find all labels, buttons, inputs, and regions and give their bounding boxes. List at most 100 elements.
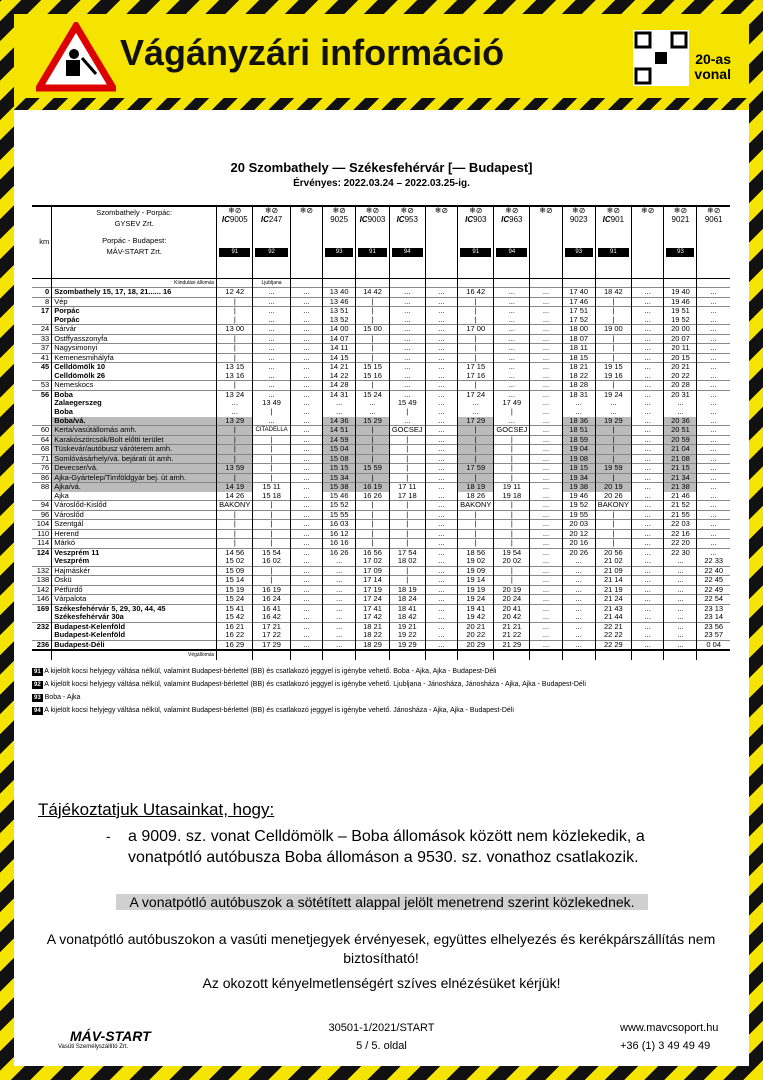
time: ...	[630, 491, 664, 501]
time: |	[355, 435, 390, 445]
time: ...	[252, 297, 291, 307]
station: Boba	[51, 407, 217, 417]
origin	[561, 278, 596, 288]
time: |	[355, 501, 390, 511]
time: ...	[424, 287, 458, 297]
km: 17	[40, 306, 50, 315]
time: 19 52	[561, 501, 596, 511]
time: ...	[630, 398, 664, 408]
time: 21 44	[594, 613, 632, 623]
time: 21 09	[594, 566, 632, 576]
stripe	[14, 98, 749, 110]
time: ...	[529, 566, 563, 576]
time: 20 42	[493, 613, 530, 623]
time: 14 22	[322, 371, 356, 381]
station: Porpác	[51, 306, 217, 316]
train-symbol: ❄⊘	[707, 206, 721, 215]
blank	[493, 650, 530, 660]
train-num: 953	[404, 214, 418, 224]
time: 14 51	[322, 426, 356, 436]
train-symbol: ❄⊘	[365, 206, 380, 215]
time: 14 19	[216, 483, 253, 492]
time: BAKONY	[594, 501, 632, 511]
time: ...	[696, 548, 730, 558]
time: 21 52	[663, 501, 697, 511]
time: 19 29	[388, 640, 426, 651]
time: |	[493, 539, 530, 549]
time: ...	[529, 426, 563, 436]
blank	[663, 650, 697, 660]
time: ...	[424, 613, 458, 623]
km: 146	[36, 594, 50, 604]
time: 19 29	[594, 416, 632, 426]
time: |	[388, 539, 426, 549]
header: Vágányzári információ 20-as vonal	[14, 14, 749, 98]
time: ...	[630, 539, 664, 549]
time: |	[388, 576, 426, 586]
time: 20 59	[663, 435, 697, 445]
origin	[663, 278, 697, 288]
station-row: 142 Pétfürdő 15 19 16 19...... 17 19 18 19...…	[32, 585, 730, 595]
time: 19 11	[493, 483, 530, 492]
time: ...	[388, 353, 426, 363]
origin	[630, 278, 664, 288]
time: ...	[529, 287, 563, 297]
station: Ajka	[51, 491, 217, 501]
time: ...	[696, 343, 730, 353]
station-row: 132 Hajmáskér 15 09 |...... 17 09 |... 19 09 |.…	[32, 566, 730, 576]
time: 21 02	[594, 557, 632, 567]
notice-highlight: A vonatpótló autóbuszok a sötétített ala…	[116, 894, 648, 910]
time: |	[355, 306, 390, 316]
time: ...	[388, 306, 426, 316]
time: ...	[529, 306, 563, 316]
train-header: ❄⊘ IC901 91	[594, 205, 632, 278]
time: |	[388, 520, 426, 530]
end-label: Végállomás	[51, 650, 217, 660]
time: ...	[388, 343, 426, 353]
train-ic: IC	[359, 214, 368, 224]
time: ...	[424, 315, 458, 325]
time: 20 26	[594, 491, 632, 501]
time: 16 19	[355, 483, 390, 492]
time: |	[355, 454, 390, 464]
doc-id: 30501-1/2021/START	[328, 1022, 435, 1034]
train-symbol: ❄⊘	[400, 206, 414, 215]
km: 236	[36, 639, 50, 649]
station: Várpalota	[51, 595, 217, 605]
time: 18 29	[355, 640, 390, 651]
station-row: 232 Budapest-Kelenföld 16 21 17 21...... 18 …	[32, 622, 730, 632]
time: |	[493, 473, 530, 483]
time: ...	[561, 622, 596, 632]
station-row: 138 Öskü 15 14 |...... 17 14 |... 19 14 |......…	[32, 576, 730, 586]
time: |	[388, 566, 426, 576]
time: ...	[630, 435, 664, 445]
time: |	[594, 380, 632, 390]
train-num: 9021	[671, 214, 690, 224]
station-row: Porpác |...... 13 52 |...... |...... 17 52 |..…	[32, 315, 730, 325]
time: ...	[424, 548, 458, 558]
time: ...	[696, 501, 730, 511]
time: ...	[424, 353, 458, 363]
time: ...	[424, 324, 458, 334]
time: 13 52	[322, 315, 356, 325]
km: 142	[36, 584, 50, 594]
time: 19 24	[594, 390, 632, 399]
time: ...	[696, 398, 730, 408]
time: 18 11	[561, 343, 596, 353]
time: |	[355, 529, 390, 539]
time: ...	[529, 324, 563, 334]
time: 19 59	[594, 464, 632, 474]
train-symbol: ❄⊘	[673, 206, 688, 215]
time: |	[216, 473, 253, 483]
station-row: 76 Devecser/vá. 13 59 |... 15 15 15 59 |... 17 …	[32, 464, 730, 474]
time: ...	[424, 520, 458, 530]
time: ...	[561, 557, 596, 567]
train-ic: IC	[501, 214, 510, 224]
station-row: 96 Városlőd | |... 15 55 | |... | |... 19 55 |... 2…	[32, 510, 730, 520]
time: ...	[424, 454, 458, 464]
station-row: Veszprém 15 02 16 02...... 17 02 18 02... 19 …	[32, 557, 730, 567]
station: Sárvár	[51, 324, 217, 334]
time: ...	[696, 297, 730, 307]
time: ...	[493, 334, 530, 344]
title: Vágányzári információ	[120, 32, 505, 73]
